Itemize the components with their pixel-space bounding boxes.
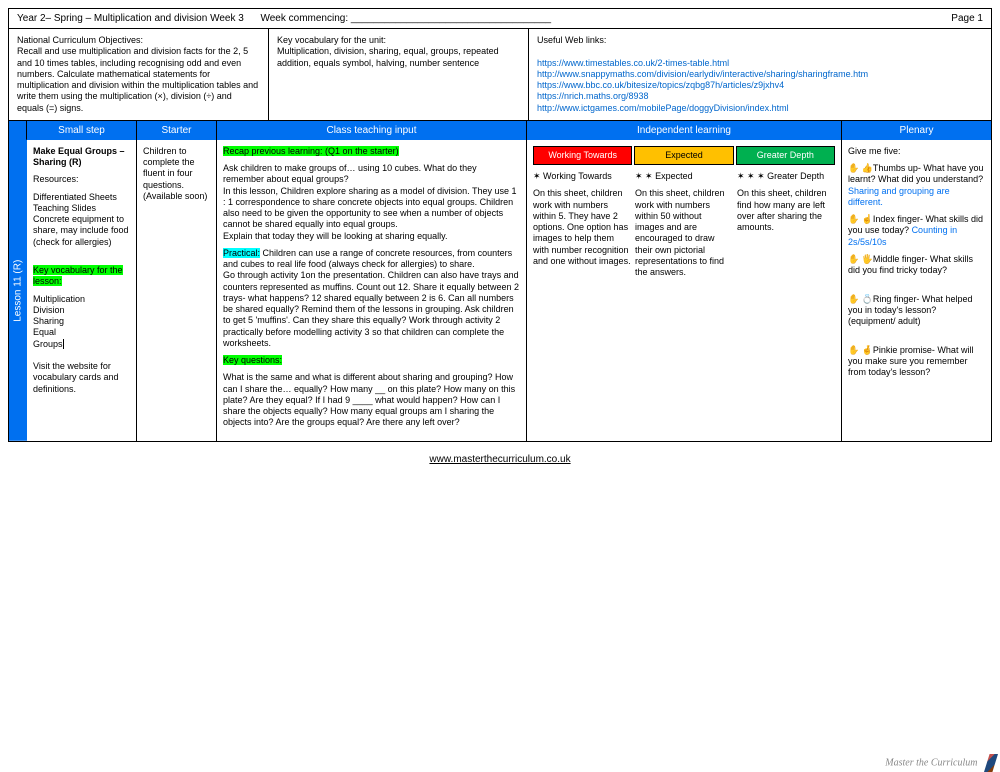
wt-body: On this sheet, children work with number… [533, 188, 631, 267]
plenary-cell: Give me five: ✋ 👍Thumbs up- What have yo… [842, 140, 991, 441]
wt-col: ✶ Working Towards On this sheet, childre… [533, 171, 631, 284]
plenary-ring: ✋ 💍Ring finger- What helped you in today… [848, 294, 985, 328]
plenary-pinkie: ✋ 🤞Pinkie promise- What will you make su… [848, 345, 985, 379]
web-link-1[interactable]: https://www.timestables.co.uk/2-times-ta… [537, 58, 729, 68]
lesson-row: Lesson 11 (R) Make Equal Groups – Sharin… [9, 140, 991, 441]
objectives-title: National Curriculum Objectives: [17, 35, 143, 45]
class-para1: Ask children to make groups of… using 10… [223, 163, 520, 242]
col-starter: Starter [137, 121, 217, 140]
col-independent: Independent learning [527, 121, 842, 140]
column-headers: Small step Starter Class teaching input … [9, 121, 991, 140]
recap-label: Recap previous learning: (Q1 on the star… [223, 146, 399, 156]
gd-col: ✶ ✶ ✶ Greater Depth On this sheet, child… [737, 171, 835, 284]
info-row: National Curriculum Objectives: Recall a… [9, 29, 991, 121]
col-plenary: Plenary [842, 121, 991, 140]
page-header: Year 2– Spring – Multiplication and divi… [9, 9, 991, 29]
starter-cell: Children to complete the fluent in four … [137, 140, 217, 441]
objectives-body: Recall and use multiplication and divisi… [17, 46, 258, 112]
key-vocab-list: Multiplication Division Sharing Equal Gr… [33, 294, 130, 350]
objectives-cell: National Curriculum Objectives: Recall a… [9, 29, 269, 120]
page-number: Page 1 [951, 13, 983, 24]
web-link-4[interactable]: https://nrich.maths.org/8938 [537, 91, 649, 101]
visit-site: Visit the website for vocabulary cards a… [33, 361, 130, 395]
text-cursor [63, 339, 65, 349]
col-small-step: Small step [27, 121, 137, 140]
web-link-3[interactable]: https://www.bbc.co.uk/bitesize/topics/zq… [537, 80, 784, 90]
web-link-2[interactable]: http://www.snappymaths.com/division/earl… [537, 69, 868, 79]
header-expected: Expected [634, 146, 733, 165]
exp-body: On this sheet, children work with number… [635, 188, 733, 278]
links-title: Useful Web links: [537, 35, 606, 45]
links-cell: Useful Web links: https://www.timestable… [529, 29, 991, 120]
brand-text: Master the Curriculum [885, 757, 977, 768]
web-link-5[interactable]: http://www.ictgames.com/mobilePage/doggy… [537, 103, 789, 113]
plenary-thumbs: ✋ 👍Thumbs up- What have you learnt? What… [848, 163, 983, 184]
resources-label: Resources: [33, 174, 130, 185]
footer-url[interactable]: www.masterthecurriculum.co.uk [0, 450, 1000, 475]
week-commencing: Week commencing: _______________________… [260, 13, 551, 24]
practical-body: Children can use a range of concrete res… [223, 248, 519, 348]
plenary-middle: ✋ 🖐Middle finger- What skills did you fi… [848, 254, 985, 277]
key-q-label: Key questions: [223, 355, 282, 365]
small-step-cell: Make Equal Groups – Sharing (R) Resource… [27, 140, 137, 441]
plenary-title: Give me five: [848, 146, 985, 157]
key-vocab-label: Key vocabulary for the lesson: [33, 265, 123, 286]
vocab-cell: Key vocabulary for the unit: Multiplicat… [269, 29, 529, 120]
independent-headers: Working Towards Expected Greater Depth [533, 146, 835, 165]
key-q-body: What is the same and what is different a… [223, 372, 520, 428]
wt-stars: ✶ Working Towards [533, 171, 631, 182]
practical-label: Practical: [223, 248, 260, 258]
independent-columns: ✶ Working Towards On this sheet, childre… [533, 171, 835, 284]
header-title: Year 2– Spring – Multiplication and divi… [17, 13, 951, 24]
lesson-tab: Lesson 11 (R) [9, 140, 27, 441]
vocab-title: Key vocabulary for the unit: [277, 35, 386, 45]
title-text: Year 2– Spring – Multiplication and divi… [17, 13, 244, 24]
exp-col: ✶ ✶ Expected On this sheet, children wor… [635, 171, 733, 284]
header-greater-depth: Greater Depth [736, 146, 835, 165]
col-tab-spacer [9, 121, 27, 140]
logo-stripe-icon [984, 754, 998, 772]
gd-body: On this sheet, children find how many ar… [737, 188, 835, 233]
vocab-body: Multiplication, division, sharing, equal… [277, 46, 499, 67]
col-class-input: Class teaching input [217, 121, 527, 140]
header-working-towards: Working Towards [533, 146, 632, 165]
class-input-cell: Recap previous learning: (Q1 on the star… [217, 140, 527, 441]
resources-body: Differentiated Sheets Teaching Slides Co… [33, 192, 130, 248]
exp-stars: ✶ ✶ Expected [635, 171, 733, 182]
small-step-title: Make Equal Groups – Sharing (R) [33, 146, 125, 167]
independent-cell: Working Towards Expected Greater Depth ✶… [527, 140, 842, 441]
plenary-thumbs-answer: Sharing and grouping are different. [848, 186, 950, 207]
lesson-plan-page: Year 2– Spring – Multiplication and divi… [8, 8, 992, 442]
brand-logo: Master the Curriculum [885, 754, 998, 772]
gd-stars: ✶ ✶ ✶ Greater Depth [737, 171, 835, 182]
